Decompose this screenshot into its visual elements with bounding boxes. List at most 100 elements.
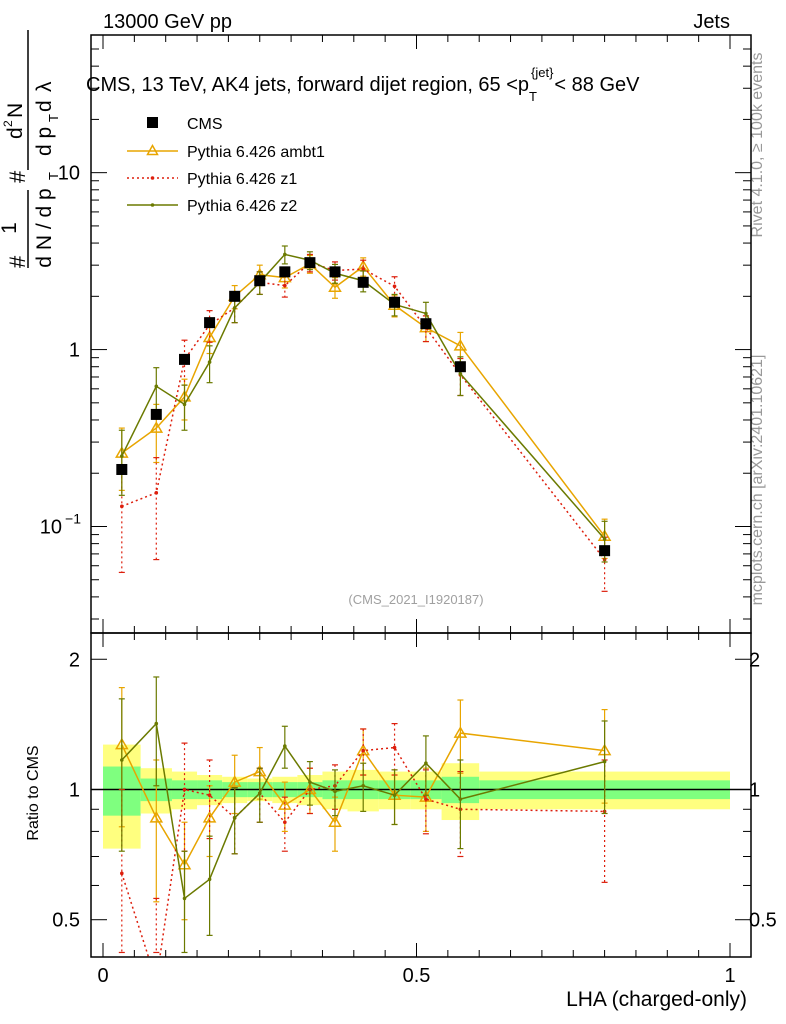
x-tick-label: 1 [724,965,735,987]
ratio-point-z2 [392,793,397,798]
legend: CMS Pythia 6.426 ambt1 Pythia 6.426 z1 P… [127,116,325,215]
main-series-clip [115,245,612,592]
chart-title-main: CMS, 13 TeV, AK4 jets, forward dijet reg… [86,74,529,96]
process-label: Jets [693,11,730,33]
series-line-z2 [121,253,606,540]
ratio-point-z1 [182,787,187,792]
ratio-point-z2 [361,783,366,788]
svg-text:d: d [33,100,56,112]
analysis-id: (CMS_2021_I1920187) [348,592,483,607]
ratio-point-z1 [120,871,124,876]
cms-point [254,275,266,287]
ratio-point-z2 [424,761,428,766]
ratio-point-z2 [257,791,262,796]
cms-point [389,296,401,308]
series-point-z1 [154,491,159,495]
legend-marker-z2 [150,203,155,207]
y-tick-label-main-exp: −1 [65,510,81,526]
legend-entry-ambt1: Pythia 6.426 ambt1 [187,144,325,161]
legend-entry-z1: Pythia 6.426 z1 [187,171,297,188]
ratio-panel [91,676,751,957]
cms-point [357,276,369,288]
y-tick-label-ratio-right: 0.5 [749,910,777,932]
series-point-z1 [392,284,397,289]
y-tick-label-main: 1 [69,340,80,362]
ratio-point-z1 [361,748,366,753]
y-tick-label-ratio: 1 [69,779,80,801]
y-tick-label-ratio-right: 2 [749,649,760,671]
series-point-z1 [283,283,287,288]
ratio-point-z2 [333,789,337,794]
ratio-point-z2 [283,744,287,748]
cms-point [599,545,611,557]
cms-point [150,408,162,420]
cms-point [229,290,241,302]
svg-text:2: 2 [1,120,15,127]
series-point-z2 [602,537,607,541]
ratio-frame [90,632,752,958]
ratio-point-ambt1 [453,726,468,738]
svg-text:λ: λ [33,81,56,92]
cms-point [204,317,216,329]
x-axis-label: LHA (charged-only) [566,988,747,1011]
series-point-ambt1 [149,421,164,433]
svg-text:#: # [5,255,30,268]
series-point-z2 [207,360,212,364]
series-line-ambt1 [121,262,606,537]
y-tick-label-ratio-right: 1 [749,779,760,801]
series-point-ambt1 [328,280,342,293]
svg-text:1: 1 [0,222,21,234]
main-series [115,245,612,592]
ratio-point-z2 [308,780,312,784]
ratio-point-ambt1 [328,815,342,827]
legend-marker-z1 [150,176,155,180]
ratio-point-z1 [424,797,428,801]
legend-marker-ambt1 [146,143,159,156]
series-line-z1 [121,261,606,561]
ratio-point-z2 [154,721,159,726]
ratio-point-z2 [120,758,124,762]
y-tick-label-main: 10 [40,516,62,538]
ratio-point-z1 [283,820,287,825]
rivet-label: Rivet 4.1.0, ≥ 100k events [749,53,766,238]
svg-text:d N / d p: d N / d p [33,188,56,267]
cms-point [116,463,128,475]
chart-title-sup: {jet} [531,65,554,80]
cms-point [279,266,291,278]
cms-point [420,318,432,330]
y-axis-label-ratio: Ratio to CMS [25,745,42,840]
ratio-point-z1 [392,745,397,750]
chart-title-sub: T [529,89,537,104]
legend-entry-cms: CMS [187,116,223,133]
svg-text:T: T [46,114,61,122]
svg-text:N: N [4,103,27,118]
x-tick-label: 0.5 [403,965,431,987]
svg-text:#: # [5,170,30,183]
ratio-line-ambt1 [121,732,605,867]
series-point-z1 [120,504,124,509]
y-tick-label-ratio: 2 [69,649,80,671]
svg-text:d: d [4,127,27,139]
ratio-point-z2 [602,759,607,764]
legend-marker-cms [147,117,158,128]
ratio-line-z2 [121,721,605,900]
energy-label: 13000 GeV pp [103,11,232,33]
series-point-z2 [424,311,428,316]
x-tick-label: 0 [97,965,108,987]
chart-title: CMS, 13 TeV, AK4 jets, forward dijet reg… [86,65,640,104]
series-point-z2 [232,306,237,310]
ratio-point-ambt1 [227,775,242,787]
cms-point [304,257,316,269]
ratio-point-z1 [207,793,212,798]
legend-entry-z2: Pythia 6.426 z2 [187,198,297,215]
cms-point [329,266,341,278]
cms-point [454,361,466,373]
ratio-line-z1 [121,746,605,957]
chart-title-end: < 88 GeV [554,74,640,96]
ratio-point-z2 [182,896,187,901]
cms-point [179,353,191,365]
y-tick-label-ratio: 0.5 [52,910,80,932]
ratio-point-z2 [207,877,212,882]
y-tick-label-main: 10 [58,163,80,185]
